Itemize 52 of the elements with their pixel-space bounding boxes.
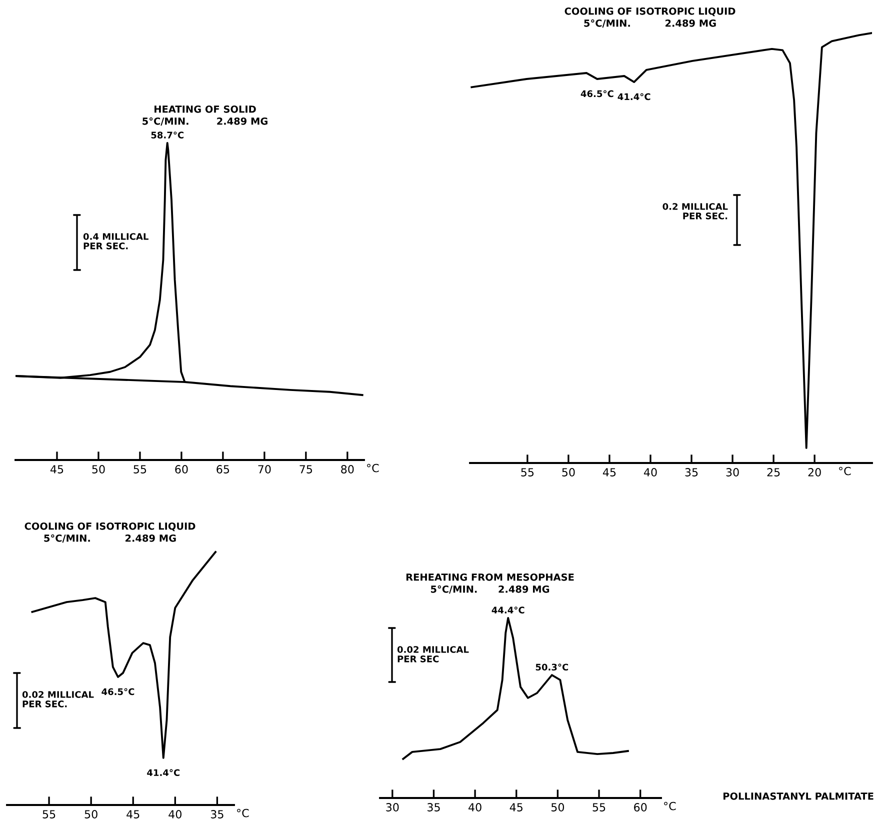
x-axis-title: °C xyxy=(839,466,851,476)
chart-title: REHEATING FROM MESOPHASE xyxy=(406,573,574,581)
x-tick-label: 55 xyxy=(521,468,534,476)
x-tick-label: 45 xyxy=(126,810,140,818)
annotation: 0.4 MILLICAL PER SEC. xyxy=(83,233,148,250)
x-axis-title: °C xyxy=(367,464,379,472)
x-tick-label: 55 xyxy=(592,803,606,812)
x-tick-label: 50 xyxy=(84,810,98,818)
x-tick-label: 45 xyxy=(510,803,522,812)
x-axis-title: °C xyxy=(664,802,676,810)
annotation: 44.4°C xyxy=(492,606,524,614)
x-tick-label: 45 xyxy=(602,468,616,476)
chart-subtitle: 5°C/MIN. 2.489 MG xyxy=(142,117,268,126)
x-tick-label: 30 xyxy=(726,468,739,476)
chart-title: COOLING OF ISOTROPIC LIQUID xyxy=(564,7,736,16)
annotation: 0.02 MILLICAL PER SEC. xyxy=(22,691,94,708)
annotation: 41.4°C xyxy=(147,769,180,776)
x-tick-label: 70 xyxy=(258,465,271,474)
x-tick-label: 35 xyxy=(210,810,224,818)
chart-subtitle: 5°C/MIN. 2.489 MG xyxy=(44,534,176,543)
x-tick-label: 80 xyxy=(341,465,354,474)
text: POLLINASTANYL PALMITATE xyxy=(724,792,874,800)
x-tick-label: 25 xyxy=(767,468,780,476)
x-tick-label: 50 xyxy=(551,803,564,812)
x-tick-label: 40 xyxy=(644,468,657,476)
x-tick-label: 50 xyxy=(92,465,105,474)
x-tick-label: 75 xyxy=(300,465,312,474)
x-tick-label: 35 xyxy=(428,803,440,812)
annotation: 41.4°C xyxy=(618,93,650,100)
x-tick-label: 60 xyxy=(175,465,188,474)
x-tick-label: 40 xyxy=(168,810,182,818)
x-tick-label: 60 xyxy=(634,803,647,812)
x-tick-label: 45 xyxy=(50,465,64,474)
x-tick-label: 40 xyxy=(468,803,482,812)
x-tick-label: 35 xyxy=(685,468,698,476)
chart-title: COOLING OF ISOTROPIC LIQUID xyxy=(24,522,196,532)
annotation: 0.2 MILLICAL PER SEC. xyxy=(662,203,728,220)
annotation: 46.5°C xyxy=(580,90,614,98)
x-tick-label: 20 xyxy=(808,468,821,476)
annotation: 50.3°C xyxy=(536,664,568,671)
x-tick-label: 55 xyxy=(134,465,146,474)
x-tick-label: 65 xyxy=(216,465,230,474)
chart-subtitle: 5°C/MIN. 2.489 MG xyxy=(430,585,550,594)
x-tick-label: 50 xyxy=(562,468,575,476)
annotation: 0.02 MILLICAL PER SEC xyxy=(397,646,469,662)
x-tick-label: 55 xyxy=(42,810,56,818)
annotation: 58.7°C xyxy=(151,132,184,138)
annotation: 46.5°C xyxy=(102,688,134,696)
x-tick-label: 30 xyxy=(386,803,399,812)
chart-title: HEATING OF SOLID xyxy=(154,105,256,113)
chart-subtitle: 5°C/MIN. 2.489 MG xyxy=(584,19,716,28)
x-axis-title: °C xyxy=(237,808,249,818)
